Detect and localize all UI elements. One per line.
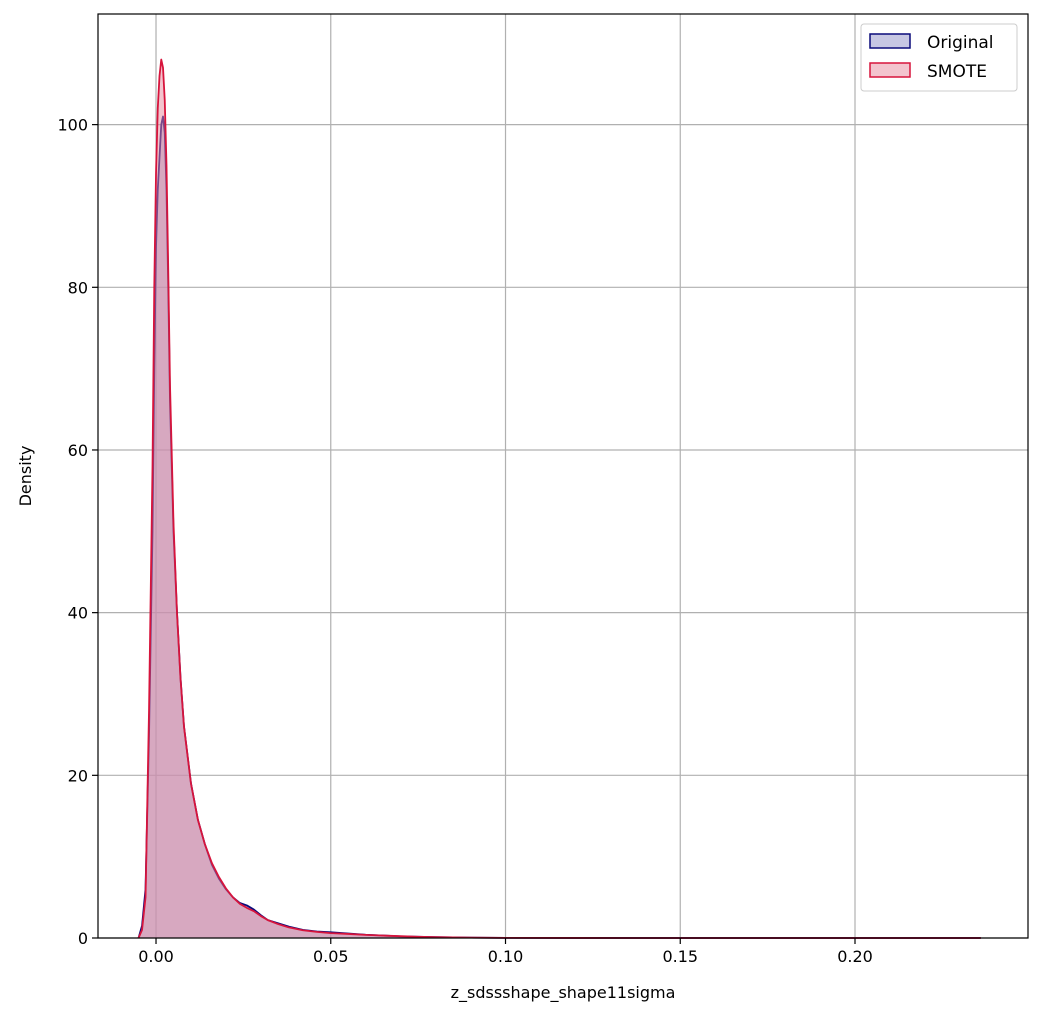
x-tick-label: 0.10 (488, 947, 524, 966)
y-tick-label: 60 (68, 441, 88, 460)
legend-label-smote: SMOTE (927, 62, 987, 82)
grid (98, 14, 1028, 939)
y-tick-label: 100 (57, 116, 88, 135)
x-tick-label: 0.00 (138, 947, 174, 966)
y-tick-label: 80 (68, 278, 88, 297)
legend-swatch-original (869, 33, 911, 49)
series-line-smote (137, 58, 981, 939)
plot-frame (97, 13, 1029, 939)
x-tick-label: 0.05 (313, 947, 349, 966)
x-axis-label: z_sdssshape_shape11sigma (451, 983, 676, 1003)
legend: Original SMOTE (860, 23, 1018, 92)
x-tick-label: 0.20 (837, 947, 873, 966)
legend-swatch-smote (869, 62, 911, 78)
x-tick-label: 0.15 (662, 947, 698, 966)
y-axis-label: Density (16, 446, 35, 507)
y-axis: 0 20 40 60 80 100 (57, 116, 98, 948)
legend-label-original: Original (927, 33, 994, 53)
x-axis: 0.00 0.05 0.10 0.15 0.20 (138, 938, 873, 966)
series-layer (137, 58, 981, 939)
y-tick-label: 20 (68, 766, 88, 785)
y-tick-label: 40 (68, 604, 88, 623)
y-tick-label: 0 (78, 929, 88, 948)
